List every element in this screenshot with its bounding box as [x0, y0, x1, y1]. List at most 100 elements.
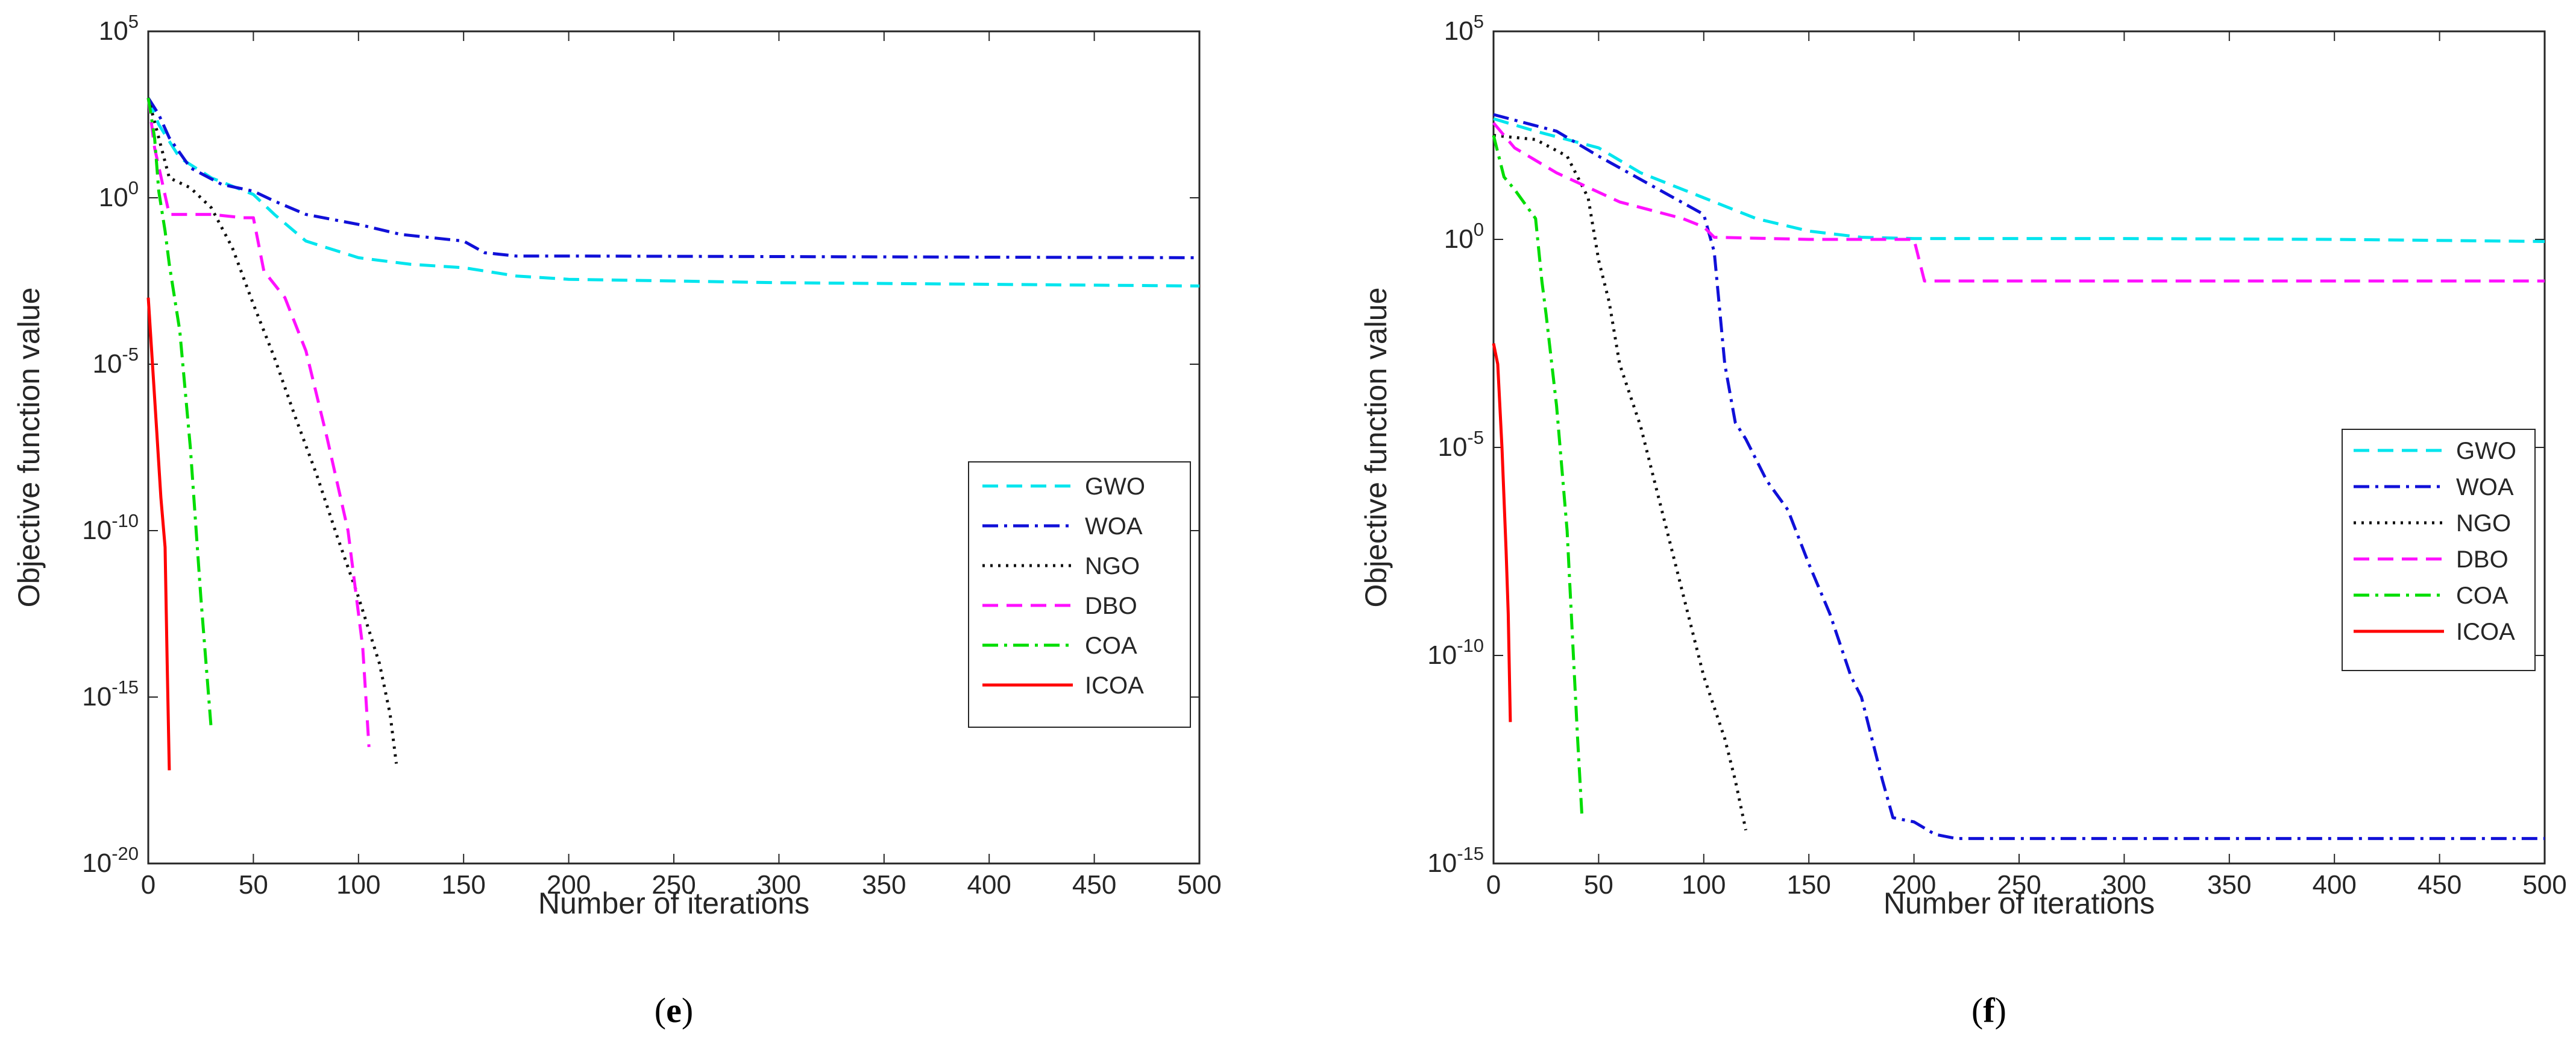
- series-line-gwo: [146, 97, 1200, 288]
- y-tick-exponent: -5: [122, 344, 139, 365]
- legend-label-icoa: ICOA: [2456, 619, 2515, 645]
- series-group: [1492, 113, 2545, 841]
- x-tick-label: 150: [1786, 870, 1830, 900]
- x-tick-label: 500: [2522, 870, 2566, 900]
- y-tick-label: 105: [99, 11, 139, 46]
- series-line-coa: [146, 98, 213, 731]
- y-tick-exponent: 0: [1474, 219, 1484, 240]
- x-tick-label: 200: [547, 870, 591, 900]
- y-tick-label: 100: [99, 177, 139, 212]
- x-tick-label: 250: [1997, 870, 2041, 900]
- x-tick-label: 250: [652, 870, 696, 900]
- x-axis-label: Number of iterations: [538, 886, 809, 920]
- y-tick-exponent: -10: [1457, 635, 1484, 656]
- legend-label-woa: WOA: [1085, 513, 1143, 540]
- y-tick-label: 105: [1444, 11, 1484, 46]
- x-tick-label: 100: [1682, 870, 1726, 900]
- x-axis-label: Number of iterations: [1883, 886, 2155, 920]
- y-tick-label: 10-5: [92, 344, 139, 379]
- y-tick-base: 10: [82, 682, 112, 712]
- legend: GWO WOA NGO DBO COA ICOA: [968, 461, 1191, 728]
- panel-f: 0 50 100 150 200 250 300 350 400 450 500 10510010-…: [1359, 11, 2567, 1030]
- x-tick-label: 350: [2207, 870, 2251, 900]
- legend-box: [968, 461, 1191, 728]
- y-axis-label: Objective function value: [1359, 288, 1393, 608]
- caption-close: ): [1995, 991, 2006, 1030]
- legend-label-coa: COA: [1085, 633, 1137, 659]
- x-tick-label: 50: [239, 870, 268, 900]
- caption-letter: f: [1983, 991, 1995, 1030]
- y-tick-exponent: -5: [1467, 427, 1484, 448]
- series-line-coa: [1492, 134, 1583, 814]
- y-tick-label: 10-10: [82, 510, 139, 545]
- y-tick-base: 10: [99, 16, 128, 46]
- series-line-woa: [146, 97, 1200, 259]
- x-tick-label: 50: [1584, 870, 1613, 900]
- x-tick-label: 400: [967, 870, 1011, 900]
- panel-e: 0 50 100 150 200 250 300 350 400 450 500 10510010-…: [12, 11, 1222, 1030]
- y-tick-exponent: -15: [1457, 843, 1484, 864]
- y-tick-base: 10: [1444, 224, 1474, 254]
- y-tick-exponent: -20: [112, 843, 139, 864]
- series-line-icoa: [1492, 343, 1512, 722]
- caption-open: (: [655, 991, 666, 1030]
- y-tick-base: 10: [82, 848, 112, 878]
- legend-label-dbo: DBO: [2456, 546, 2508, 573]
- x-tick-label: 100: [336, 870, 380, 900]
- y-tick-base: 10: [1427, 640, 1457, 670]
- panel-caption: (f): [1971, 991, 2006, 1030]
- x-tick-label: 350: [862, 870, 906, 900]
- legend-label-dbo: DBO: [1085, 593, 1137, 619]
- x-tick-label: 450: [1072, 870, 1116, 900]
- y-tick-base: 10: [1444, 16, 1474, 46]
- x-tick-label: 200: [1892, 870, 1936, 900]
- y-tick-exponent: -15: [112, 677, 139, 698]
- x-tick-label: 300: [757, 870, 801, 900]
- x-tick-label: 0: [1486, 870, 1501, 900]
- x-tick-label: 150: [441, 870, 485, 900]
- y-axis-label: Objective function value: [12, 288, 46, 608]
- y-tick-base: 10: [99, 183, 128, 212]
- y-tick-label: 10-15: [82, 677, 139, 712]
- legend-label-icoa: ICOA: [1085, 672, 1144, 699]
- y-tick-base: 10: [92, 349, 122, 379]
- series-line-gwo: [1493, 117, 2545, 243]
- y-tick-exponent: -10: [112, 510, 139, 531]
- x-tick-label: 0: [141, 870, 156, 900]
- series-line-dbo: [146, 98, 371, 747]
- x-tick-label: 450: [2417, 870, 2461, 900]
- panel-caption: (e): [655, 991, 693, 1030]
- y-tick-label: 10-20: [82, 843, 139, 878]
- series-line-icoa: [146, 297, 171, 771]
- legend-label-woa: WOA: [2456, 474, 2514, 500]
- y-tick-exponent: 5: [128, 11, 139, 32]
- y-tick-label: 10-10: [1427, 635, 1484, 670]
- x-axis-ticks: 0 50 100 150 200 250 300 350 400 450 500: [1486, 31, 2567, 900]
- y-tick-exponent: 0: [128, 177, 139, 198]
- legend-label-ngo: NGO: [1085, 553, 1140, 579]
- legend-label-ngo: NGO: [2456, 510, 2511, 537]
- x-tick-label: 400: [2312, 870, 2356, 900]
- series-group: [146, 97, 1200, 771]
- caption-open: (: [1971, 991, 1983, 1030]
- y-tick-label: 10-15: [1427, 843, 1484, 878]
- x-tick-label: 300: [2102, 870, 2146, 900]
- y-tick-base: 10: [1427, 848, 1457, 878]
- series-line-woa: [1493, 113, 2545, 841]
- caption-close: ): [682, 991, 693, 1030]
- legend-label-coa: COA: [2456, 582, 2508, 609]
- y-tick-label: 10-5: [1437, 427, 1484, 462]
- x-tick-label: 500: [1177, 870, 1221, 900]
- series-line-dbo: [1492, 122, 2545, 283]
- y-tick-exponent: 5: [1474, 11, 1484, 32]
- x-axis-ticks: 0 50 100 150 200 250 300 350 400 450 500: [141, 31, 1222, 900]
- legend: GWO WOA NGO DBO COA ICOA: [2342, 429, 2536, 671]
- caption-letter: e: [666, 991, 682, 1030]
- y-tick-base: 10: [82, 516, 112, 545]
- legend-label-gwo: GWO: [2456, 438, 2516, 464]
- y-tick-base: 10: [1437, 432, 1467, 462]
- y-tick-label: 100: [1444, 219, 1484, 254]
